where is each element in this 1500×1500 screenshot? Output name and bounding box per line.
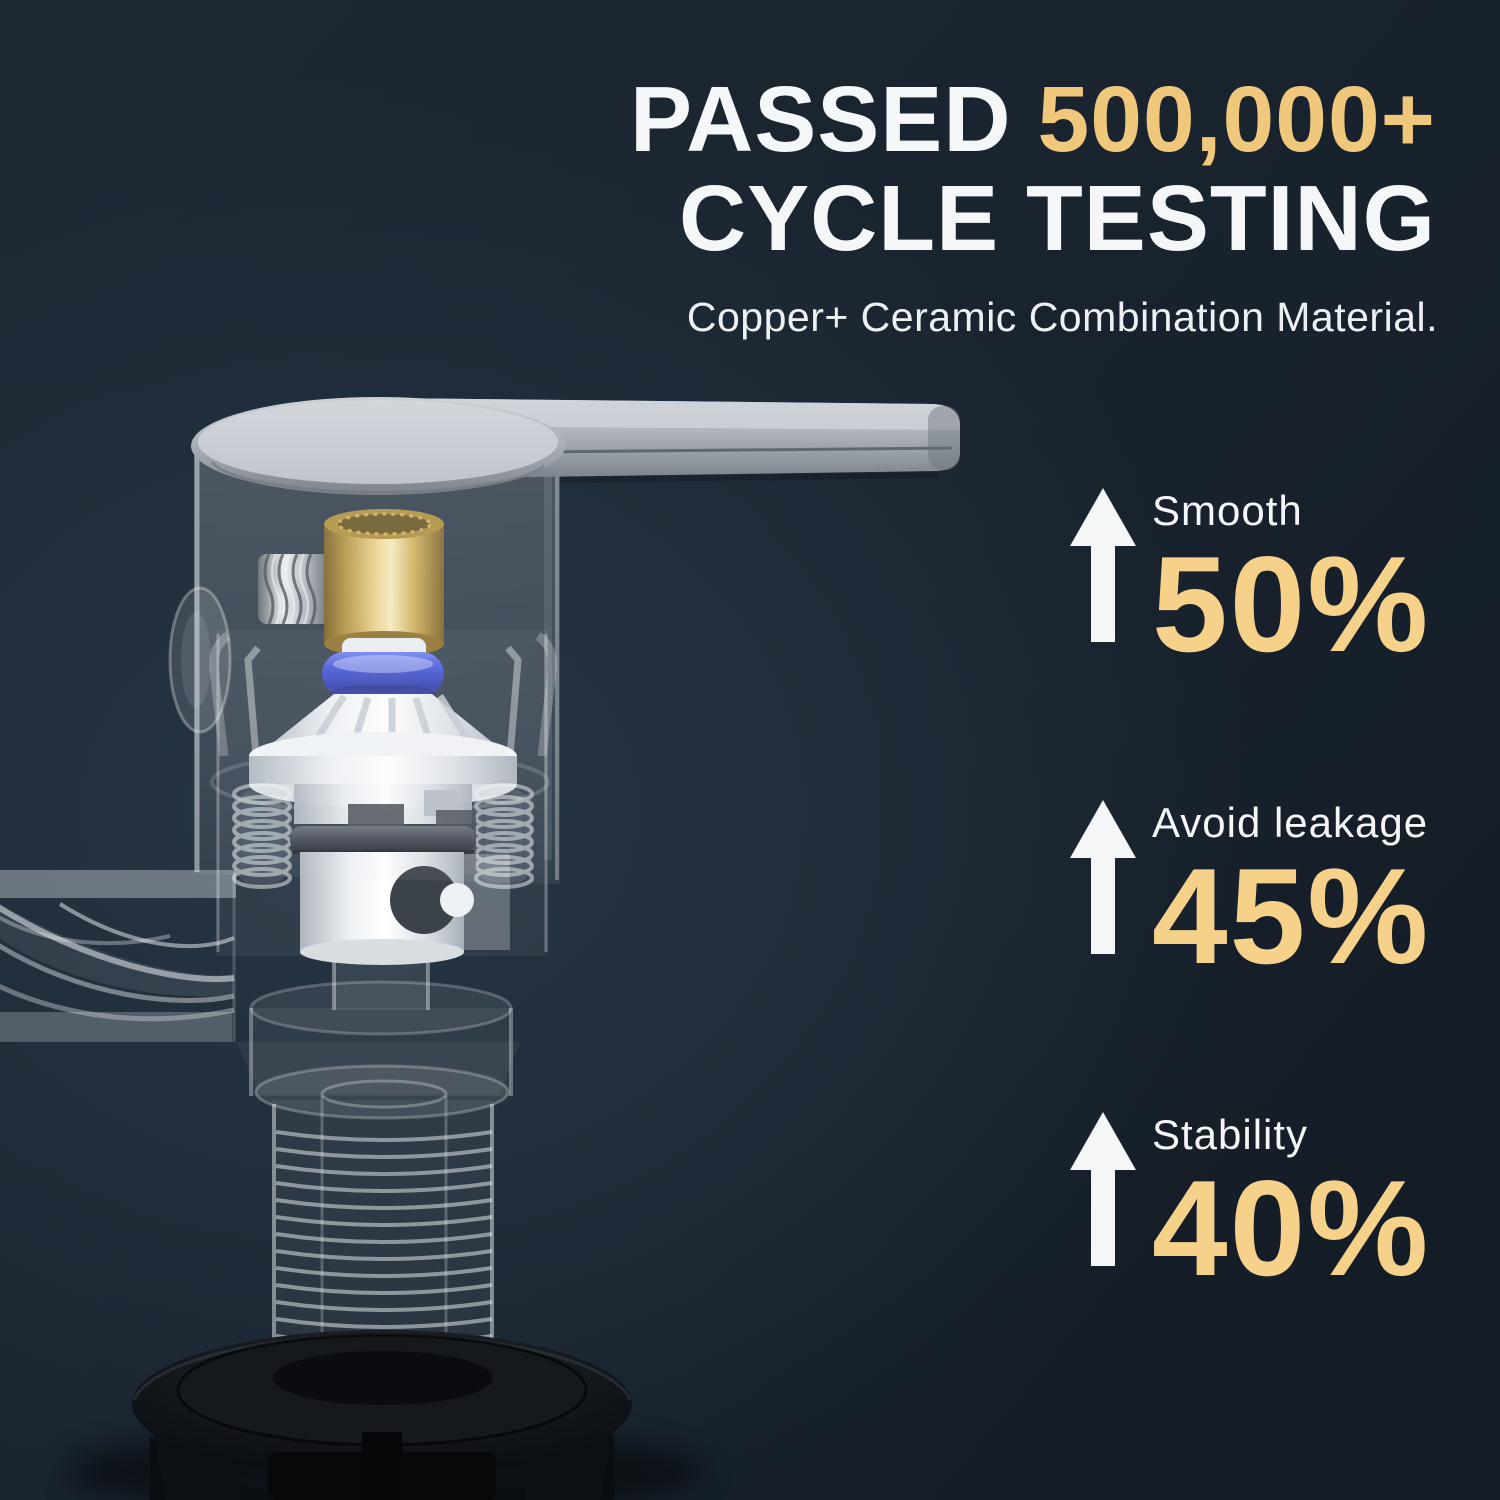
stat-block-smooth: Smooth 50%	[1070, 486, 1431, 681]
stat-value: 50%	[1152, 528, 1431, 681]
stat-block-stability: Stability 40%	[1070, 1110, 1431, 1305]
headline-line1: PASSED 500,000+	[630, 70, 1436, 169]
spout-waterway	[0, 870, 236, 1042]
stat-text: Avoid leakage 45%	[1152, 798, 1431, 993]
stat-value: 40%	[1152, 1152, 1431, 1305]
headline: PASSED 500,000+ CYCLE TESTING	[630, 70, 1436, 267]
up-arrow-icon	[1070, 488, 1136, 642]
up-arrow-icon	[1070, 800, 1136, 954]
black-mounting-base	[132, 1330, 632, 1500]
headline-passed: PASSED	[629, 67, 1012, 171]
subtitle: Copper+ Ceramic Combination Material.	[686, 294, 1438, 340]
headline-cycle-count: 500,000+	[1037, 67, 1436, 171]
stat-label: Stability	[1152, 1111, 1309, 1158]
transparent-faucet-body	[194, 450, 560, 884]
stat-label: Smooth	[1152, 487, 1303, 534]
headline-line2: CYCLE TESTING	[678, 165, 1436, 270]
faucet-handle	[191, 397, 960, 495]
stat-text: Stability 40%	[1152, 1110, 1431, 1305]
stat-text: Smooth 50%	[1152, 486, 1431, 681]
up-arrow-icon	[1070, 1112, 1136, 1266]
stat-block-avoid-leakage: Avoid leakage 45%	[1070, 798, 1431, 993]
stat-value: 45%	[1152, 840, 1431, 993]
handle-side-cap	[168, 586, 232, 734]
stat-label: Avoid leakage	[1152, 799, 1429, 846]
